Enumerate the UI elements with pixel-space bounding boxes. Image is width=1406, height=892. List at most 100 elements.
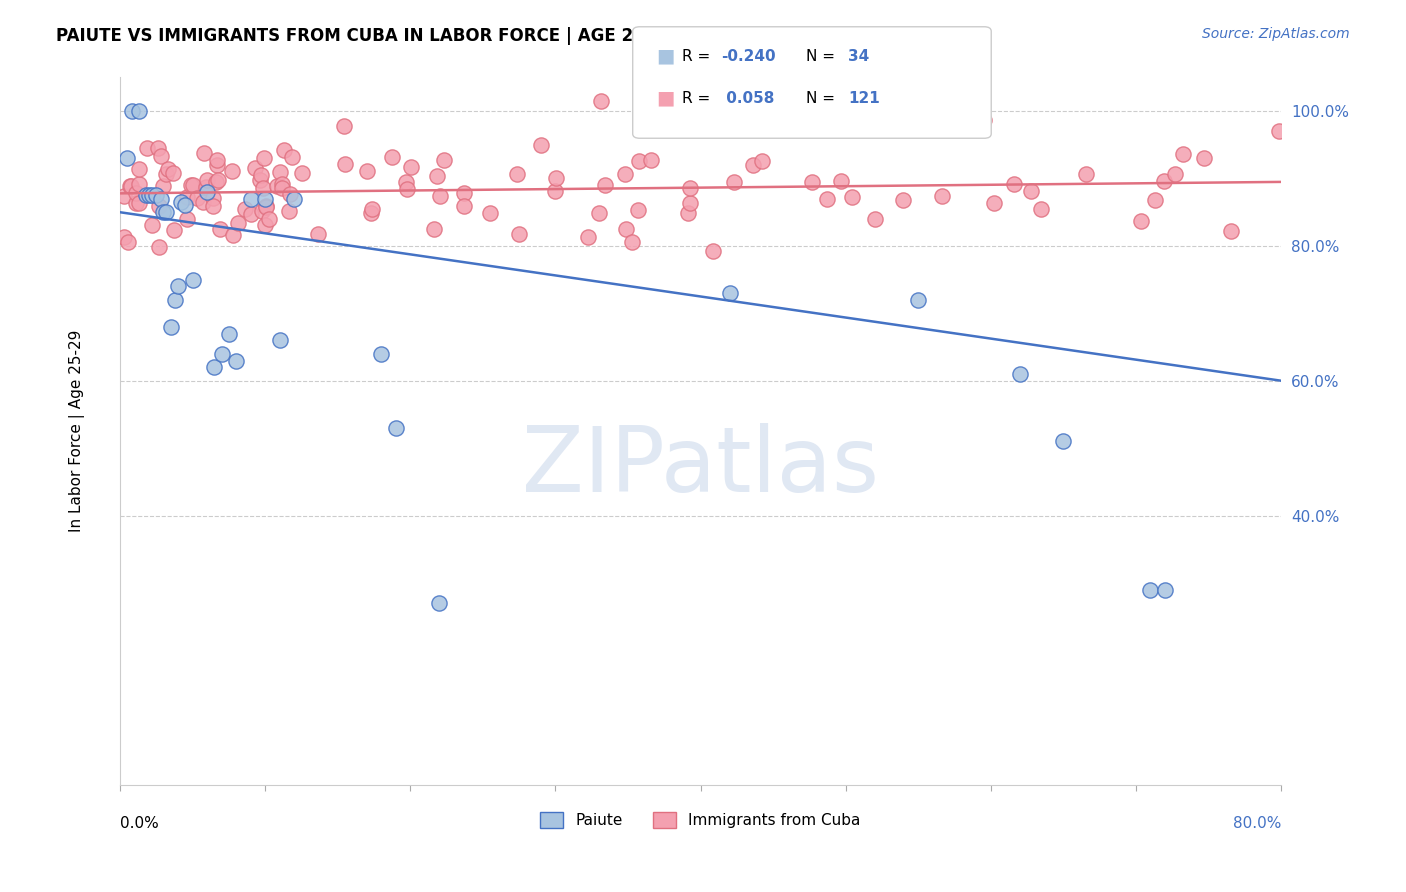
Immigrants from Cuba xyxy=(208,222,231,236)
Immigrants from Cuba xyxy=(157,161,180,176)
Immigrants from Cuba xyxy=(506,167,529,181)
Immigrants from Cuba xyxy=(640,153,662,168)
Paiute xyxy=(195,185,218,199)
Immigrants from Cuba xyxy=(479,205,502,219)
Immigrants from Cuba xyxy=(863,211,886,226)
Immigrants from Cuba xyxy=(544,184,567,198)
Immigrants from Cuba xyxy=(1143,193,1166,207)
Immigrants from Cuba xyxy=(253,218,276,232)
Immigrants from Cuba xyxy=(149,149,172,163)
Text: 80.0%: 80.0% xyxy=(1233,815,1281,830)
Immigrants from Cuba xyxy=(207,153,229,167)
Immigrants from Cuba xyxy=(973,112,995,127)
Immigrants from Cuba xyxy=(801,175,824,189)
Paiute xyxy=(155,205,177,219)
Text: N =: N = xyxy=(806,91,839,105)
Paiute xyxy=(135,188,157,202)
Paiute xyxy=(254,192,277,206)
Immigrants from Cuba xyxy=(207,173,229,187)
Immigrants from Cuba xyxy=(1171,147,1194,161)
Immigrants from Cuba xyxy=(1019,184,1042,198)
Immigrants from Cuba xyxy=(361,202,384,217)
Immigrants from Cuba xyxy=(307,227,329,241)
Immigrants from Cuba xyxy=(830,174,852,188)
Immigrants from Cuba xyxy=(841,190,863,204)
Immigrants from Cuba xyxy=(742,157,765,171)
Immigrants from Cuba xyxy=(723,175,745,189)
Immigrants from Cuba xyxy=(576,229,599,244)
Text: 34: 34 xyxy=(848,49,869,63)
Immigrants from Cuba xyxy=(195,179,218,194)
Immigrants from Cuba xyxy=(931,189,953,203)
Immigrants from Cuba xyxy=(197,173,219,187)
Immigrants from Cuba xyxy=(250,168,273,182)
Immigrants from Cuba xyxy=(891,193,914,207)
Immigrants from Cuba xyxy=(183,178,205,192)
Paiute xyxy=(218,326,240,341)
Immigrants from Cuba xyxy=(273,143,295,157)
Paiute xyxy=(1052,434,1074,449)
Immigrants from Cuba xyxy=(1192,151,1215,165)
Text: In Labor Force | Age 25-29: In Labor Force | Age 25-29 xyxy=(69,330,86,533)
Immigrants from Cuba xyxy=(254,200,277,214)
Immigrants from Cuba xyxy=(239,207,262,221)
Immigrants from Cuba xyxy=(117,235,139,249)
Immigrants from Cuba xyxy=(679,196,702,211)
Immigrants from Cuba xyxy=(333,157,356,171)
Immigrants from Cuba xyxy=(620,235,643,250)
Immigrants from Cuba xyxy=(191,195,214,210)
Immigrants from Cuba xyxy=(1002,178,1025,192)
Immigrants from Cuba xyxy=(148,240,170,254)
Immigrants from Cuba xyxy=(281,150,304,164)
Text: PAIUTE VS IMMIGRANTS FROM CUBA IN LABOR FORCE | AGE 25-29 CORRELATION CHART: PAIUTE VS IMMIGRANTS FROM CUBA IN LABOR … xyxy=(56,27,880,45)
Immigrants from Cuba xyxy=(702,244,724,258)
Immigrants from Cuba xyxy=(429,189,451,203)
Immigrants from Cuba xyxy=(277,204,299,219)
Immigrants from Cuba xyxy=(128,161,150,176)
Immigrants from Cuba xyxy=(508,227,530,241)
Immigrants from Cuba xyxy=(201,199,224,213)
Immigrants from Cuba xyxy=(155,167,177,181)
Paiute xyxy=(170,195,193,210)
Immigrants from Cuba xyxy=(433,153,456,167)
Immigrants from Cuba xyxy=(453,186,475,200)
Immigrants from Cuba xyxy=(751,154,773,169)
Immigrants from Cuba xyxy=(163,223,186,237)
Immigrants from Cuba xyxy=(399,160,422,174)
Paiute xyxy=(128,104,150,119)
Immigrants from Cuba xyxy=(243,161,266,175)
Text: ■: ■ xyxy=(657,46,675,66)
Immigrants from Cuba xyxy=(1130,213,1153,227)
Immigrants from Cuba xyxy=(186,191,208,205)
Paiute xyxy=(239,192,262,206)
Immigrants from Cuba xyxy=(1153,174,1175,188)
Immigrants from Cuba xyxy=(291,166,314,180)
Immigrants from Cuba xyxy=(128,195,150,210)
Immigrants from Cuba xyxy=(628,154,651,169)
Paiute xyxy=(225,353,247,368)
Text: ZIPatlas: ZIPatlas xyxy=(522,423,879,510)
Immigrants from Cuba xyxy=(252,181,274,195)
Immigrants from Cuba xyxy=(180,178,202,192)
Immigrants from Cuba xyxy=(193,146,215,161)
Text: Source: ZipAtlas.com: Source: ZipAtlas.com xyxy=(1202,27,1350,41)
Paiute xyxy=(384,421,406,435)
Immigrants from Cuba xyxy=(141,218,163,232)
Paiute xyxy=(1139,582,1161,597)
Immigrants from Cuba xyxy=(120,179,142,194)
Immigrants from Cuba xyxy=(332,119,354,133)
Immigrants from Cuba xyxy=(815,193,838,207)
Paiute xyxy=(152,205,174,219)
Immigrants from Cuba xyxy=(118,179,141,194)
Immigrants from Cuba xyxy=(395,182,418,196)
Immigrants from Cuba xyxy=(269,165,291,179)
Paiute xyxy=(907,293,929,307)
Text: 121: 121 xyxy=(848,91,880,105)
Immigrants from Cuba xyxy=(1029,202,1052,216)
Immigrants from Cuba xyxy=(1074,168,1097,182)
Immigrants from Cuba xyxy=(221,163,243,178)
Paiute xyxy=(121,104,143,119)
Paiute xyxy=(370,347,392,361)
Text: 0.0%: 0.0% xyxy=(120,815,159,830)
Immigrants from Cuba xyxy=(201,191,224,205)
